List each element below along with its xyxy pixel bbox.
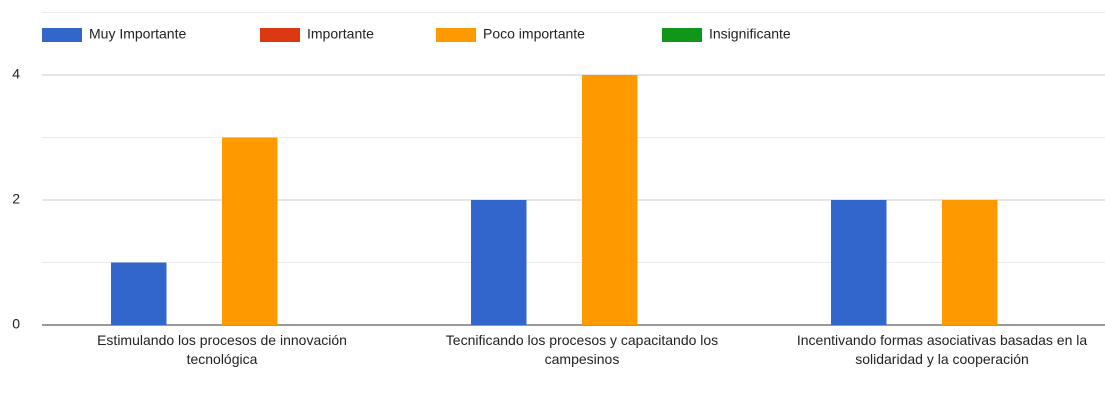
y-tick-label: 4 [12,66,20,82]
x-tick-label: Incentivando formas asociativas basadas … [796,332,1088,367]
bar [582,75,638,325]
bar [831,200,887,325]
legend-label: Poco importante [483,26,585,42]
legend-swatch [42,28,82,42]
x-tick-label: Tecnificando los procesos y capacitando … [445,332,719,367]
bar [942,200,998,325]
bar [222,137,278,325]
legend-swatch [260,28,300,42]
legend-swatch [436,28,476,42]
legend-swatch [662,28,702,42]
y-tick-label: 0 [12,316,20,332]
legend-label: Insignificante [709,26,791,42]
legend-label: Muy Importante [89,26,186,42]
bar [111,262,167,325]
x-tick-label: Estimulando los procesos de innovación t… [97,332,347,367]
legend-label: Importante [307,26,374,42]
y-tick-label: 2 [12,191,20,207]
bar [471,200,527,325]
